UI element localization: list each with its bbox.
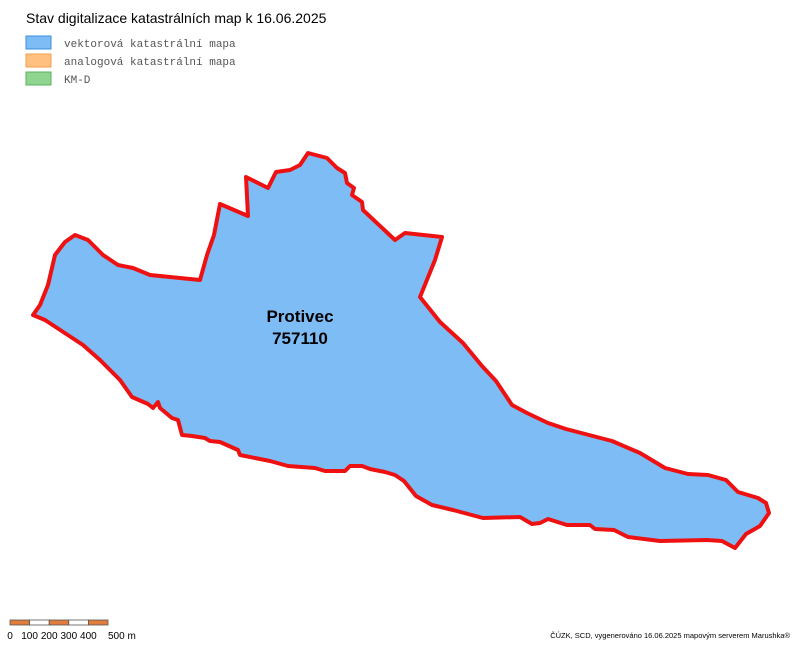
scale-segment [68,619,89,626]
credit: ČÚZK, SCD, vygenerováno 16.06.2025 mapov… [550,631,790,640]
scale-label: 200 [41,631,58,642]
legend-swatch [25,53,52,68]
legend-label: KM-D [64,75,91,87]
scale-bar [9,619,109,626]
scale-label: 300 [60,631,77,642]
map-title: Stav digitalizace katastrálních map k 16… [26,10,327,26]
scale-label: 500 m [108,631,136,642]
legend-swatch [25,71,52,86]
legend-label: analogová katastrální mapa [64,57,236,69]
scale-segment [29,619,50,626]
cadastral-area [31,151,771,550]
scale-segment [48,619,70,626]
scale-label: 400 [80,631,97,642]
scale-label: 0 [7,631,13,642]
scale-label: 100 [21,631,38,642]
scale-segment [88,619,109,626]
region-name: Protivec [266,307,333,326]
region-code: 757110 [272,329,328,348]
legend-label: vektorová katastrální mapa [64,39,236,51]
scale-segment [9,619,31,626]
legend-swatch [25,35,52,50]
